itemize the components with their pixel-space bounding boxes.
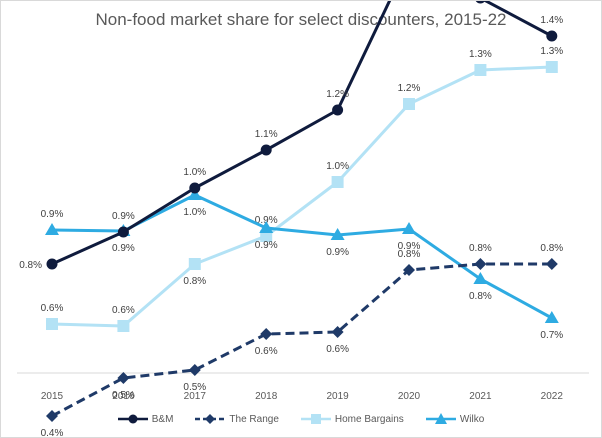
wilko-data-label: 0.9% xyxy=(112,243,135,254)
wilko-point xyxy=(473,272,488,284)
home-bargains-line xyxy=(51,65,552,328)
home-bargains-point xyxy=(46,318,58,330)
the-range-data-label: 0.4% xyxy=(41,428,64,437)
home-bargains-data-label: 0.6% xyxy=(112,305,135,316)
the-range-data-label: 0.8% xyxy=(540,243,563,254)
legend-item-b-m: B&M xyxy=(117,413,174,425)
the-range-point xyxy=(545,258,558,270)
home-bargains-point xyxy=(545,61,558,73)
b-m-point xyxy=(260,144,272,156)
legend-swatch-the-range xyxy=(195,414,226,424)
legend-label-wilko: Wilko xyxy=(459,413,485,425)
x-tick-label: 2019 xyxy=(326,391,349,402)
b-m-data-label: 0.9% xyxy=(112,211,135,222)
home-bargains-data-label: 0.8% xyxy=(183,276,206,287)
b-m-point xyxy=(117,226,129,238)
b-m-data-label: 1.1% xyxy=(255,129,278,140)
home-bargains-data-label: 0.9% xyxy=(255,215,278,226)
home-bargains-point xyxy=(474,64,487,76)
b-m-point xyxy=(189,182,201,194)
the-range-point xyxy=(117,372,130,384)
legend-label-b-m: B&M xyxy=(151,413,174,425)
the-range-point xyxy=(260,328,273,340)
b-m-line xyxy=(51,1,553,266)
chart-title: Non-food market share for select discoun… xyxy=(95,10,507,29)
home-bargains-data-label: 1.2% xyxy=(398,83,421,94)
the-range-point xyxy=(474,258,487,270)
wilko-data-label: 0.7% xyxy=(540,330,563,341)
the-range-point xyxy=(403,264,415,276)
wilko-point xyxy=(330,228,345,240)
wilko-data-label: 1.0% xyxy=(183,207,206,218)
the-range-data-label: 0.5% xyxy=(112,390,135,401)
home-bargains-data-label: 1.3% xyxy=(540,46,563,57)
home-bargains-point xyxy=(331,176,344,188)
wilko-point xyxy=(402,222,416,234)
legend-swatch-b-m xyxy=(117,414,148,424)
b-m-data-label: 1.2% xyxy=(326,89,349,100)
the-range-point xyxy=(46,410,58,422)
b-m-data-label: 1.0% xyxy=(183,167,206,178)
the-range-line xyxy=(51,262,552,418)
wilko-point xyxy=(45,223,59,235)
b-m-data-label: 0.8% xyxy=(19,260,42,271)
wilko-data-label: 0.9% xyxy=(398,241,421,252)
legend-swatch-wilko xyxy=(425,413,456,424)
home-bargains-data-label: 0.6% xyxy=(41,303,64,314)
wilko-data-label: 0.9% xyxy=(326,247,349,258)
x-tick-label: 2021 xyxy=(469,391,492,402)
home-bargains-point xyxy=(188,258,201,270)
the-range-data-label: 0.8% xyxy=(469,243,492,254)
home-bargains-data-label: 1.0% xyxy=(326,161,349,172)
wilko-data-label: 0.9% xyxy=(255,240,278,251)
x-tick-label: 2017 xyxy=(184,391,207,402)
legend: B&M The Range Home Bargains Wilko xyxy=(1,413,601,425)
b-m-point xyxy=(475,1,486,4)
the-range-data-label: 0.6% xyxy=(255,346,278,357)
the-range-point xyxy=(188,364,201,376)
b-m-point xyxy=(46,258,58,270)
legend-label-the-range: The Range xyxy=(229,413,279,425)
legend-item-home-bargains: Home Bargains xyxy=(300,413,404,425)
x-tick-label: 2020 xyxy=(398,391,421,402)
the-range-data-label: 0.8% xyxy=(398,249,421,260)
b-m-point xyxy=(332,104,344,116)
b-m-data-label: 1.4% xyxy=(540,15,563,26)
legend-item-the-range: The Range xyxy=(195,413,279,425)
wilko-data-label: 0.9% xyxy=(41,209,64,220)
wilko-point xyxy=(259,221,274,233)
wilko-point xyxy=(544,311,559,323)
home-bargains-data-label: 1.3% xyxy=(469,49,492,60)
x-tick-label: 2016 xyxy=(112,391,135,402)
legend-label-home-bargains: Home Bargains xyxy=(334,413,404,425)
x-tick-label: 2022 xyxy=(541,391,564,402)
x-tick-label: 2015 xyxy=(41,391,64,402)
legend-item-wilko: Wilko xyxy=(425,413,485,425)
home-bargains-point xyxy=(403,98,415,110)
the-range-data-label: 0.6% xyxy=(326,344,349,355)
wilko-data-label: 0.8% xyxy=(469,291,492,302)
the-range-data-label: 0.5% xyxy=(183,382,206,393)
home-bargains-point xyxy=(117,320,130,332)
wilko-point xyxy=(187,188,202,200)
x-tick-label: 2018 xyxy=(255,391,278,402)
the-range-point xyxy=(331,326,344,338)
b-m-point xyxy=(546,30,558,42)
legend-swatch-home-bargains xyxy=(300,414,331,424)
